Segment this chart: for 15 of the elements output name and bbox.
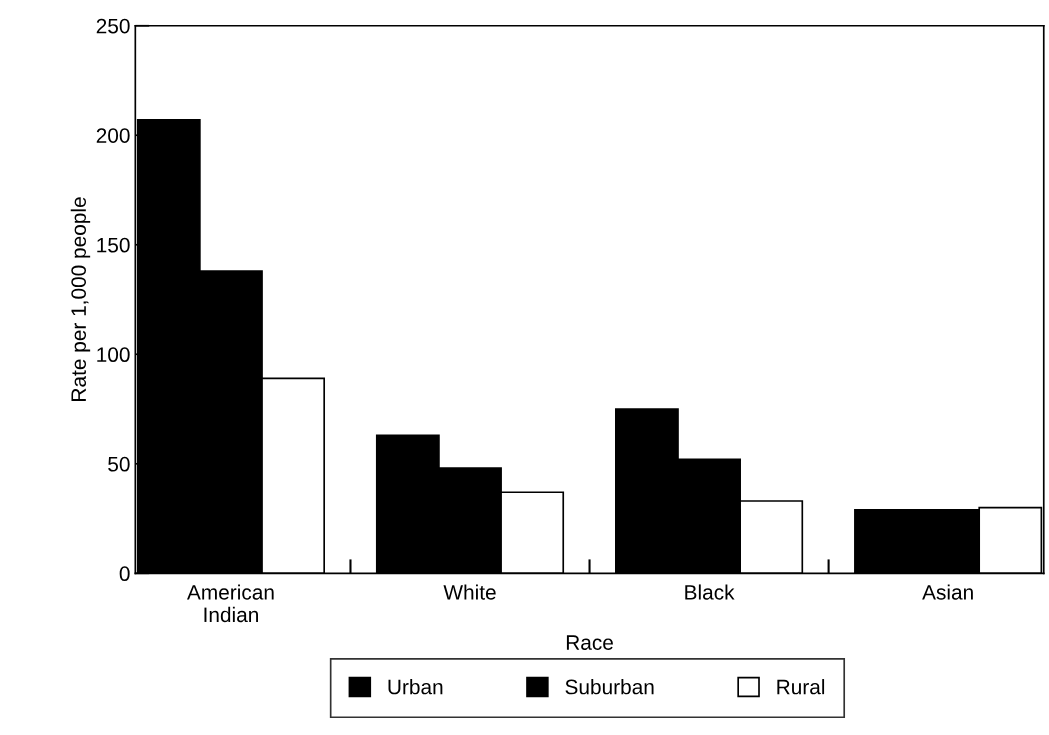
x-tick-label: White xyxy=(443,584,496,600)
y-tick-label: 0 xyxy=(119,566,130,582)
x-tick-label: Asian xyxy=(922,584,973,600)
legend-label: Rural xyxy=(777,679,825,695)
y-tick-label: 150 xyxy=(97,237,130,253)
y-axis-title: Rate per 1,000 people xyxy=(70,197,91,401)
legend-label: Suburban xyxy=(565,679,654,695)
y-tick-label: 50 xyxy=(108,456,130,472)
x-axis-title: Race xyxy=(566,635,613,650)
y-tick-label: 100 xyxy=(97,347,130,363)
y-tick-label: 250 xyxy=(96,18,130,34)
x-tick-label: Black xyxy=(685,584,735,600)
x-tick-label: American Indian xyxy=(186,584,274,623)
y-tick-label: 200 xyxy=(96,128,130,143)
legend-label: Urban xyxy=(388,679,443,695)
